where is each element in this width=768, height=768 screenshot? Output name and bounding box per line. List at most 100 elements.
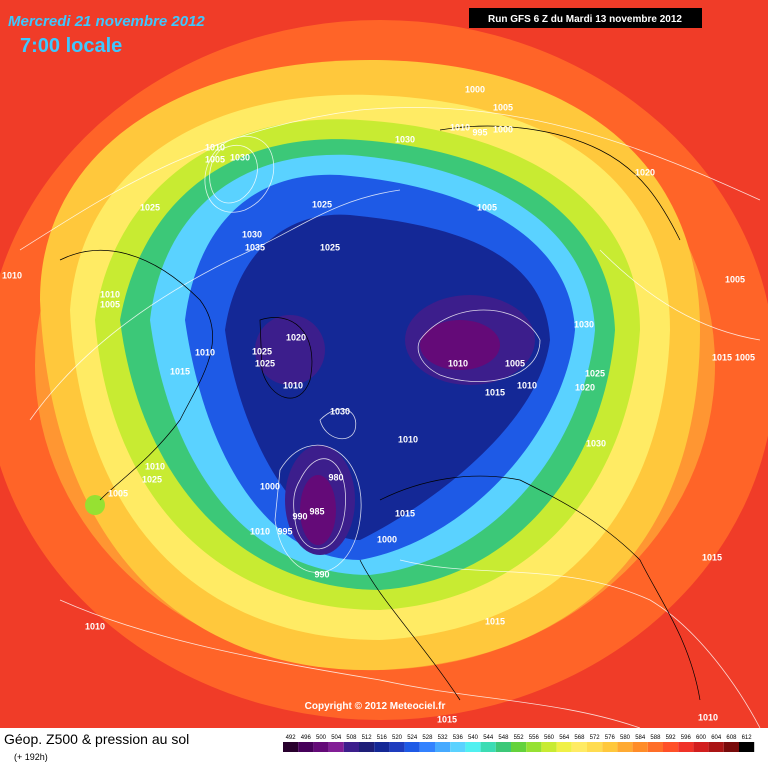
colorbar-swatch [647,742,663,752]
isobar-label: 1030 [574,319,594,329]
isobars [19,107,761,729]
isobar-label: 1025 [320,242,340,252]
colorbar-swatch [419,742,435,752]
isobar-label: 1025 [252,346,272,356]
colorbar-label: 596 [681,735,692,741]
isobar-label: 1005 [725,274,745,284]
colorbar-swatch [495,742,511,752]
colorbar-swatch [298,742,314,752]
colorbar-swatch [328,742,344,752]
isobar-label: 1015 [395,508,415,518]
isobar-label: 1030 [586,438,606,448]
colorbar-label: 548 [498,735,509,741]
colorbar: 492 496 500 504 508 512 516 520 524 528 532 536 540 5… [283,735,755,752]
colorbar-label: 504 [331,735,342,741]
time-title: 7:00 locale [20,35,122,57]
colorbar-swatch [450,742,466,752]
colorbar-swatch [404,742,420,752]
colorbar-label: 580 [620,735,631,741]
colorbar-swatch [556,742,572,752]
isobar-label: 1005 [735,352,755,362]
colorbar-label: 584 [635,735,646,741]
colorbar-swatch [587,742,603,752]
isobar-label: 995 [472,127,487,137]
colorbar-label: 576 [605,735,616,741]
isobar-label: 1015 [485,387,505,397]
isobar-label: 1015 [702,552,722,562]
map-background [0,0,768,728]
colorbar-label: 608 [726,735,737,741]
isobar-label: 1010 [283,380,303,390]
isobar-label: 1015 [485,616,505,626]
colorbar-swatch [480,742,496,752]
coastlines [59,125,701,701]
isobar-label: 1020 [286,332,306,342]
colorbar-label: 544 [483,735,494,741]
isobar-label: 1000 [377,534,397,544]
isobar-label: 1010 [85,621,105,631]
colorbar-swatch [678,742,694,752]
colorbar-swatch [465,742,481,752]
colorbar-swatch [526,742,542,752]
colorbar-swatch [739,742,755,752]
colorbar-label: 508 [346,735,357,741]
isobar-label: 1005 [205,154,225,164]
colorbar-label: 536 [453,735,464,741]
colorbar-swatch [435,742,451,752]
colorbar-label: 512 [362,735,373,741]
colorbar-swatch [374,742,390,752]
colorbar-swatch [283,742,299,752]
colorbar-label: 520 [392,735,403,741]
colorbar-swatch [511,742,527,752]
isobar-label: 1025 [312,199,332,209]
colorbar-label: 556 [529,735,540,741]
colorbar-label: 516 [377,735,388,741]
colorbar-swatch [617,742,633,752]
colorbar-swatch [541,742,557,752]
footer-title: Géop. Z500 & pression au sol [4,731,189,747]
isobar-label: 1000 [465,84,485,94]
isobar-label: 1015 [712,352,732,362]
isobar-label: 1010 [205,142,225,152]
isobar-label: 1005 [505,358,525,368]
colorbar-label: 540 [468,735,479,741]
isobar-label: 1010 [195,347,215,357]
isobar-label: 1030 [330,406,350,416]
colorbar-label: 568 [574,735,585,741]
colorbar-swatch [359,742,375,752]
isobar-label: 1010 [398,434,418,444]
isobar-label: 1010 [250,526,270,536]
isobar-label: 1025 [142,474,162,484]
colorbar-swatch [708,742,724,752]
isobar-label: 1010 [448,358,468,368]
isobar-label: 1030 [230,152,250,162]
isobar-label: 1010 [517,380,537,390]
isobar-label: 1005 [108,488,128,498]
colorbar-label: 492 [286,735,297,741]
isobar-label: 1025 [585,368,605,378]
colorbar-label: 560 [544,735,555,741]
colorbar-label: 572 [590,735,601,741]
run-box [469,8,702,28]
isobar-label: 1005 [100,299,120,309]
isobar-label: 1035 [245,242,265,252]
isobar-label: 1020 [635,167,655,177]
colorbar-swatch [632,742,648,752]
isobar-label: 1010 [698,712,718,722]
colorbar-label: 532 [438,735,449,741]
colorbar-swatch [693,742,709,752]
colorbar-label: 592 [666,735,677,741]
isobar-label: 1005 [493,102,513,112]
colorbar-swatch [313,742,329,752]
run-label: Run GFS 6 Z du Mardi 13 novembre 2012 [488,14,682,25]
colorbar-label: 552 [514,735,525,741]
colorbar-label: 600 [696,735,707,741]
isobar-label: 1010 [100,289,120,299]
colorbar-label: 564 [559,735,570,741]
isobar-label: 1025 [255,358,275,368]
colorbar-swatch [663,742,679,752]
colorbar-label: 524 [407,735,418,741]
copyright: Copyright © 2012 Meteociel.fr [305,701,446,712]
